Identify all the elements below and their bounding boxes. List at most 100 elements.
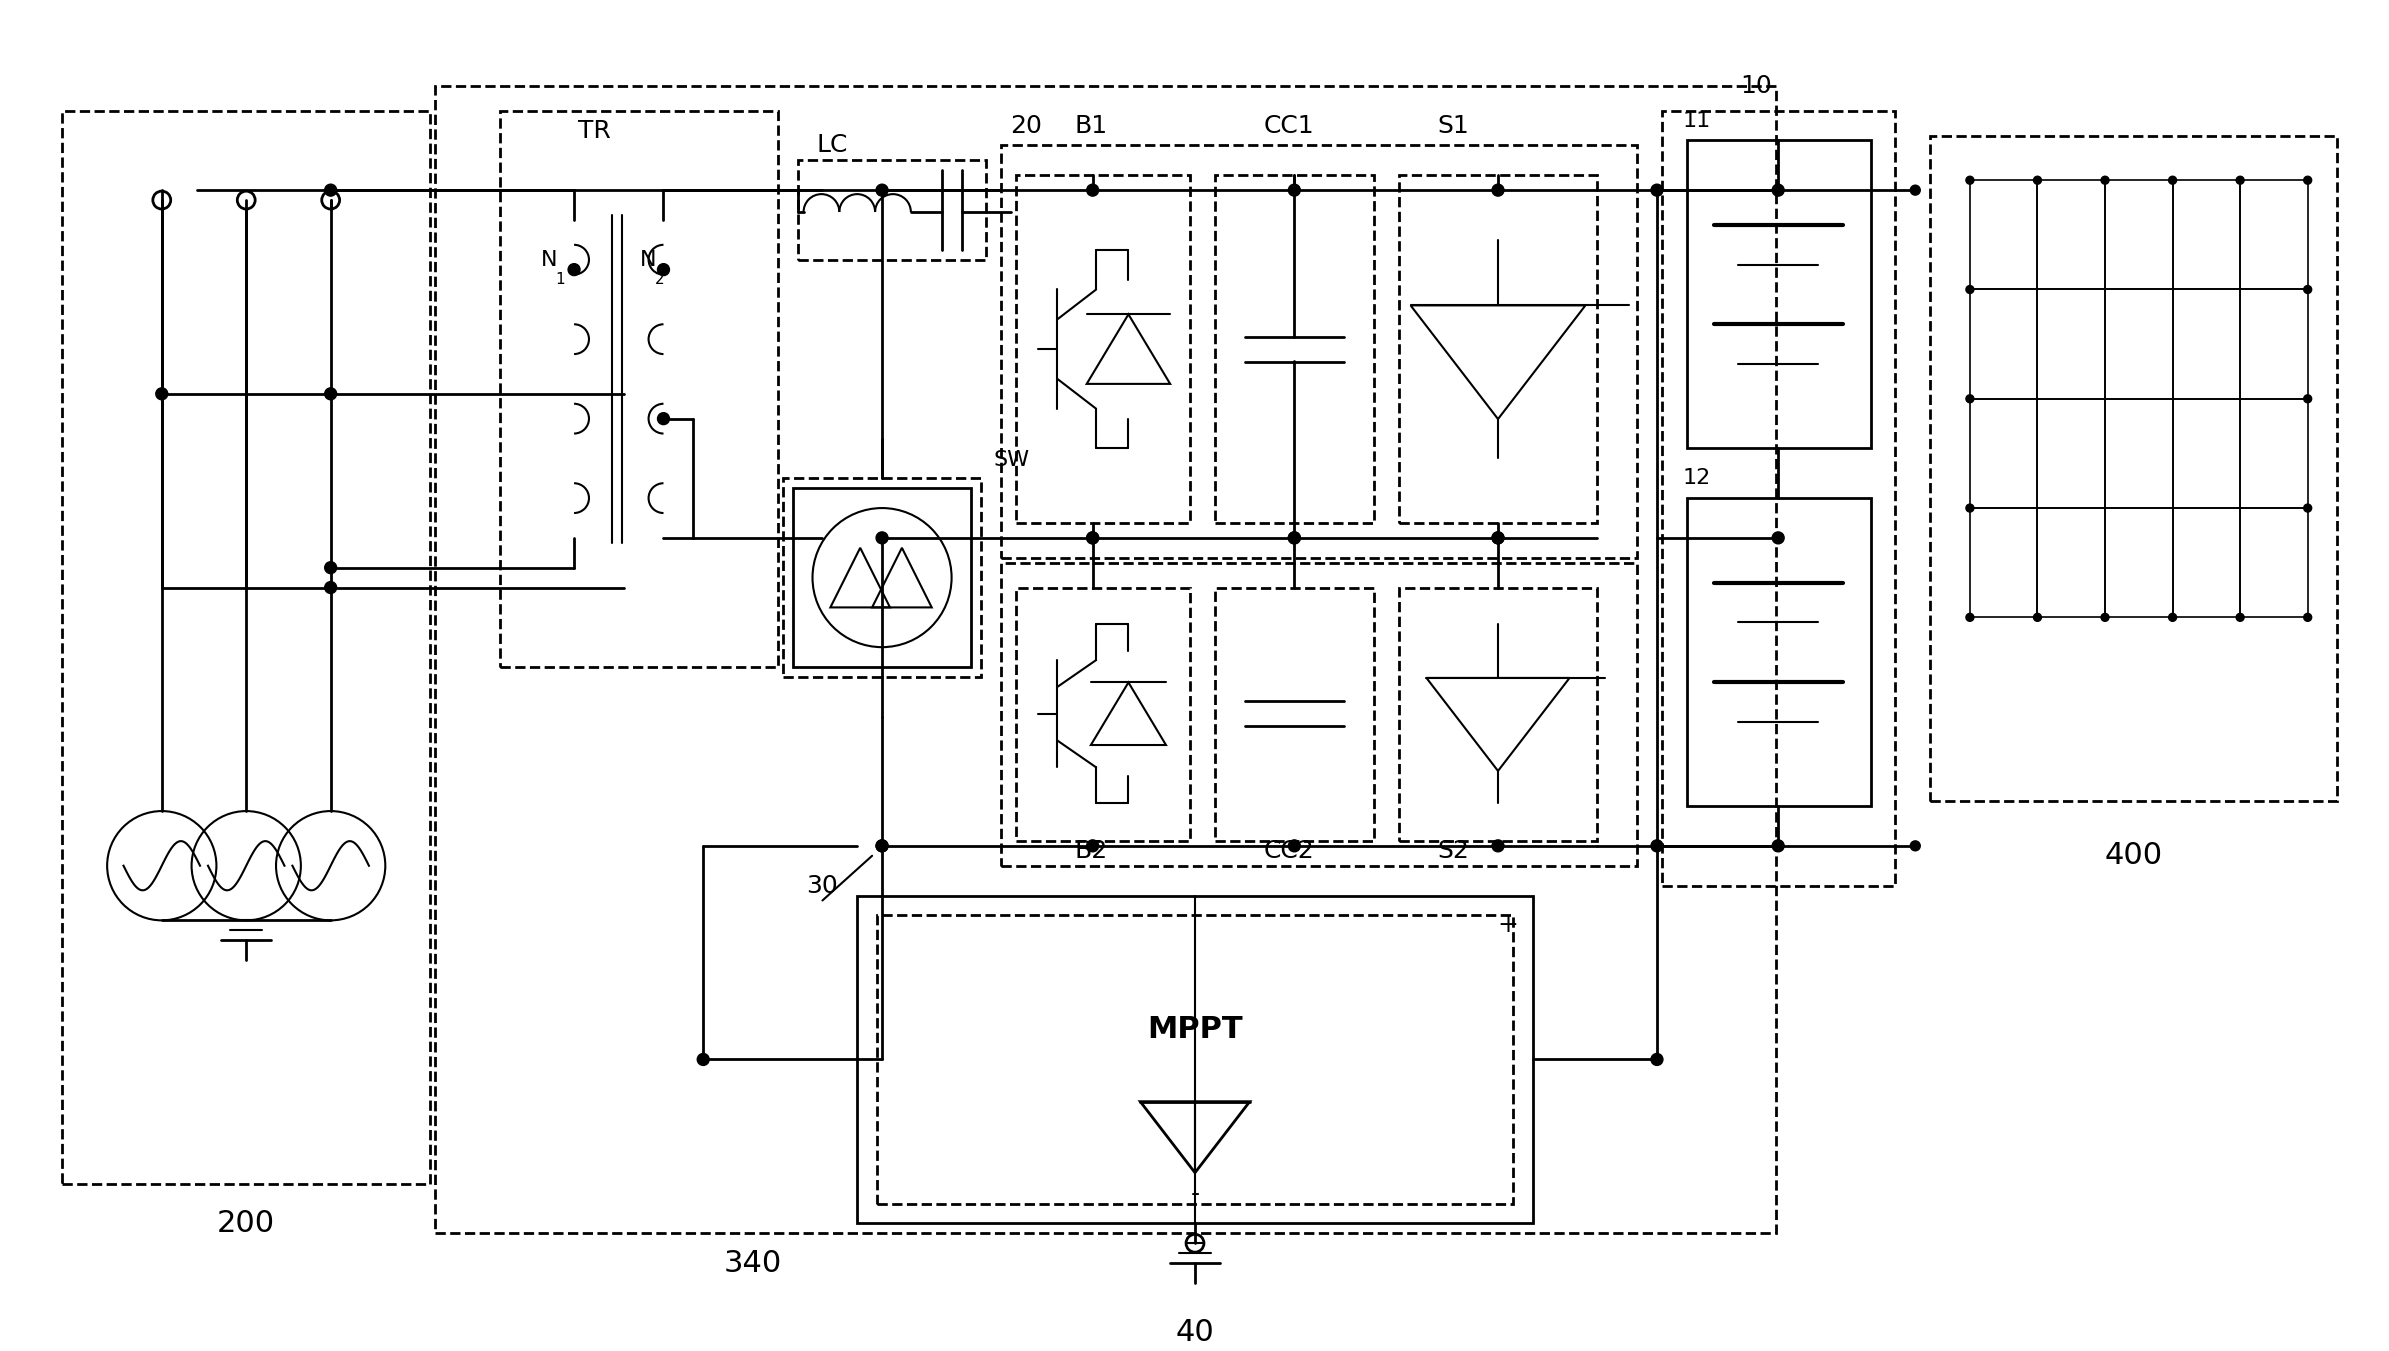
Bar: [1971, 399, 2038, 508]
Bar: [1398, 588, 1598, 840]
Circle shape: [1087, 532, 1099, 544]
Circle shape: [1493, 532, 1505, 544]
Bar: [2172, 180, 2241, 289]
Bar: [784, 478, 982, 677]
Text: N: N: [540, 250, 557, 270]
Bar: [2038, 399, 2105, 508]
Circle shape: [2100, 176, 2109, 184]
Text: SW: SW: [994, 450, 1030, 470]
Circle shape: [2303, 394, 2313, 403]
Text: 11: 11: [1682, 111, 1711, 131]
Circle shape: [1773, 532, 1785, 544]
Bar: [1971, 508, 2038, 617]
Bar: [2105, 180, 2172, 289]
Bar: [2172, 289, 2241, 399]
Text: TR: TR: [578, 119, 609, 143]
Bar: [2241, 399, 2308, 508]
Text: B1: B1: [1075, 113, 1106, 138]
Circle shape: [657, 263, 669, 276]
Bar: [1216, 588, 1374, 840]
Bar: [2038, 289, 2105, 399]
Bar: [858, 896, 1534, 1224]
Circle shape: [325, 184, 337, 196]
Circle shape: [1651, 1054, 1663, 1066]
Circle shape: [2303, 613, 2313, 621]
Circle shape: [2303, 285, 2313, 293]
Circle shape: [1087, 184, 1099, 196]
Text: S2: S2: [1438, 839, 1469, 863]
Circle shape: [1773, 184, 1785, 196]
Text: S1: S1: [1438, 113, 1469, 138]
Circle shape: [2303, 176, 2313, 184]
Text: B2: B2: [1075, 839, 1108, 863]
Text: N: N: [640, 250, 657, 270]
Text: LC: LC: [817, 134, 848, 158]
Circle shape: [1966, 285, 1973, 293]
Circle shape: [2033, 176, 2043, 184]
Bar: [877, 916, 1512, 1204]
Circle shape: [1773, 840, 1785, 852]
Bar: [1015, 588, 1190, 840]
Bar: [499, 111, 779, 667]
Text: +: +: [1498, 913, 1519, 938]
Circle shape: [155, 388, 167, 400]
Circle shape: [1087, 840, 1099, 852]
Text: 10: 10: [1742, 74, 1773, 97]
Text: -: -: [1190, 1182, 1199, 1205]
Bar: [1015, 176, 1190, 523]
Text: CC2: CC2: [1264, 839, 1314, 863]
Circle shape: [877, 184, 889, 196]
Text: 12: 12: [1682, 469, 1711, 488]
Circle shape: [698, 1054, 710, 1066]
Circle shape: [1651, 184, 1663, 196]
Bar: [1971, 180, 2038, 289]
Bar: [62, 111, 430, 1183]
Circle shape: [1493, 532, 1505, 544]
Bar: [2241, 508, 2308, 617]
Circle shape: [1911, 840, 1921, 851]
Circle shape: [2033, 613, 2043, 621]
Bar: [2241, 180, 2308, 289]
Bar: [2172, 399, 2241, 508]
Text: CC1: CC1: [1264, 113, 1314, 138]
Bar: [1930, 135, 2336, 801]
Text: 2: 2: [655, 272, 664, 286]
Circle shape: [1493, 184, 1505, 196]
Text: 400: 400: [2105, 842, 2162, 870]
Circle shape: [2100, 613, 2109, 621]
Circle shape: [1966, 394, 1973, 403]
Circle shape: [2169, 613, 2176, 621]
Circle shape: [877, 532, 889, 544]
Circle shape: [1288, 532, 1300, 544]
Text: 1: 1: [554, 272, 564, 286]
Circle shape: [325, 388, 337, 400]
Bar: [798, 161, 987, 259]
Circle shape: [1911, 185, 1921, 195]
Circle shape: [1087, 532, 1099, 544]
Text: 200: 200: [217, 1209, 275, 1238]
Bar: [1001, 563, 1636, 866]
Circle shape: [569, 263, 581, 276]
Bar: [435, 86, 1775, 1233]
Bar: [1663, 111, 1894, 886]
Circle shape: [1966, 613, 1973, 621]
Circle shape: [325, 581, 337, 593]
Circle shape: [325, 562, 337, 574]
Bar: [793, 488, 972, 667]
Bar: [1398, 176, 1598, 523]
Bar: [2241, 289, 2308, 399]
Bar: [1216, 176, 1374, 523]
Bar: [2038, 180, 2105, 289]
Bar: [2105, 289, 2172, 399]
Bar: [1001, 146, 1636, 558]
Circle shape: [1288, 532, 1300, 544]
Text: MPPT: MPPT: [1147, 1015, 1242, 1044]
Circle shape: [2169, 176, 2176, 184]
Circle shape: [1966, 176, 1973, 184]
Bar: [1687, 141, 1871, 449]
Text: 40: 40: [1175, 1319, 1214, 1347]
Bar: [1687, 499, 1871, 807]
Circle shape: [1651, 840, 1663, 852]
Circle shape: [877, 840, 889, 852]
Bar: [1971, 289, 2038, 399]
